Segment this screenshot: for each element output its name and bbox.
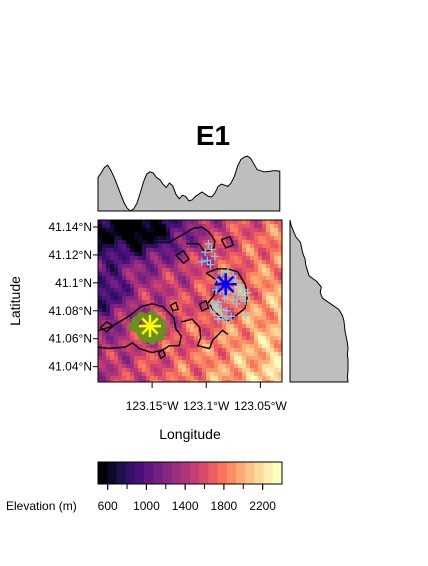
contour-line-6 xyxy=(199,300,210,312)
plus-point-34 xyxy=(227,312,236,321)
colorbar-swatch-17 xyxy=(254,462,264,484)
colorbar-swatch-19 xyxy=(272,462,283,484)
colorbar-swatch-9 xyxy=(180,462,191,484)
plus-point-3 xyxy=(210,252,219,261)
colorbar-swatch-18 xyxy=(263,462,274,484)
colorbar-swatch-15 xyxy=(236,462,246,484)
colorbar-tick-label-2: 1400 xyxy=(172,499,199,513)
site-points xyxy=(128,239,252,345)
plus-point-15 xyxy=(239,285,248,294)
plus-point-32 xyxy=(218,312,227,321)
plus-point-33 xyxy=(222,315,231,324)
chart-title: E1 xyxy=(196,120,230,151)
colorbar-tick-label-3: 1800 xyxy=(211,499,238,513)
y-tick-label-4: 41.12°N xyxy=(49,248,93,262)
plus-point-36 xyxy=(241,310,250,319)
plus-point-20 xyxy=(233,290,242,299)
plus-point-21 xyxy=(236,294,245,303)
plus-point-27 xyxy=(217,305,226,314)
plus-point-37 xyxy=(209,308,218,317)
colorbar-swatch-6 xyxy=(153,462,163,484)
star-marker-0 xyxy=(139,315,161,338)
x-axis-label: Longitude xyxy=(159,426,221,442)
colorbar-swatch-12 xyxy=(208,462,218,484)
plus-point-31 xyxy=(243,288,252,297)
plus-point-28 xyxy=(222,306,231,315)
x-tick-label-0: 123.15°W xyxy=(126,399,180,413)
y-tick-label-1: 41.06°N xyxy=(49,332,93,346)
colorbar-swatch-1 xyxy=(107,462,117,484)
colorbar-tick-label-0: 600 xyxy=(98,499,118,513)
colorbar-tick-label-1: 1000 xyxy=(133,499,160,513)
colorbar-swatch-11 xyxy=(199,462,209,484)
centroid-markers xyxy=(139,273,237,338)
plus-point-6 xyxy=(206,260,215,269)
plus-point-1 xyxy=(201,248,210,257)
elevation-colorbar: 600 1000 1400 1800 2200 xyxy=(97,461,283,513)
colorbar-frame xyxy=(97,461,283,485)
y-tick-label-2: 41.08°N xyxy=(49,304,93,318)
y-tick-label-3: 41.1°N xyxy=(55,276,92,290)
plus-point-5 xyxy=(197,257,206,266)
x-tick-label-2: 123.05°W xyxy=(234,399,288,413)
top-marginal-profile xyxy=(97,155,281,212)
plus-point-9 xyxy=(229,271,238,280)
plus-point-22 xyxy=(229,295,238,304)
x-axis: 123.15°W 123.1°W 123.05°W xyxy=(126,382,288,413)
plus-point-29 xyxy=(232,299,241,308)
colorbar-tick-label-4: 2200 xyxy=(249,499,276,513)
contour-line-3 xyxy=(181,318,229,350)
y-tick-label-5: 41.14°N xyxy=(49,220,93,234)
green-point-15 xyxy=(140,334,150,344)
plus-point-26 xyxy=(211,303,220,312)
right-marginal-profile xyxy=(289,219,349,383)
green-point-16 xyxy=(147,335,157,345)
contour-line-9 xyxy=(157,348,166,360)
elevation-raster xyxy=(98,220,282,382)
plus-point-8 xyxy=(223,267,232,276)
colorbar-swatch-0 xyxy=(98,462,108,484)
green-point-14 xyxy=(158,325,168,335)
plus-point-0 xyxy=(204,239,213,248)
contour-line-2 xyxy=(98,303,183,354)
y-tick-label-0: 41.04°N xyxy=(49,360,93,374)
plus-point-30 xyxy=(241,297,250,305)
contour-line-8 xyxy=(99,321,115,333)
colorbar-label: Elevation (m) xyxy=(6,499,77,513)
plus-point-7 xyxy=(217,269,226,278)
colorbar-swatch-3 xyxy=(125,462,136,484)
green-point-10 xyxy=(128,321,138,331)
colorbar-swatch-8 xyxy=(171,462,182,484)
plus-point-24 xyxy=(214,298,223,307)
contour-line-0 xyxy=(157,226,216,253)
plus-point-35 xyxy=(214,315,223,324)
plus-point-13 xyxy=(231,276,240,285)
contour-line-5 xyxy=(220,235,235,249)
contour-line-7 xyxy=(169,301,179,312)
plus-point-4 xyxy=(203,256,212,265)
colorbar-swatch-13 xyxy=(217,462,228,484)
star-marker-1 xyxy=(214,273,237,296)
y-axis: 41.04°N 41.06°N 41.08°N 41.1°N 41.12°N 41.14°… xyxy=(49,220,98,374)
top-profile-area xyxy=(97,155,281,212)
plus-point-25 xyxy=(208,299,217,308)
x-tick-label-1: 123.1°W xyxy=(183,399,230,413)
colorbar-swatch-4 xyxy=(134,462,145,484)
right-profile-area xyxy=(289,219,349,383)
colorbar-swatch-10 xyxy=(190,462,200,484)
plus-point-23 xyxy=(220,294,229,303)
colorbar-swatch-5 xyxy=(144,462,154,484)
colorbar-swatch-16 xyxy=(245,462,255,484)
green-point-17 xyxy=(155,332,165,342)
plus-point-2 xyxy=(207,245,216,254)
plus-point-14 xyxy=(235,281,244,290)
colorbar-swatch-2 xyxy=(116,462,126,484)
colorbar-swatch-14 xyxy=(226,462,237,484)
map-frame xyxy=(97,219,283,383)
contour-line-4 xyxy=(175,249,190,265)
colorbar-swatch-7 xyxy=(162,462,172,484)
y-axis-label: Latitude xyxy=(7,276,23,326)
